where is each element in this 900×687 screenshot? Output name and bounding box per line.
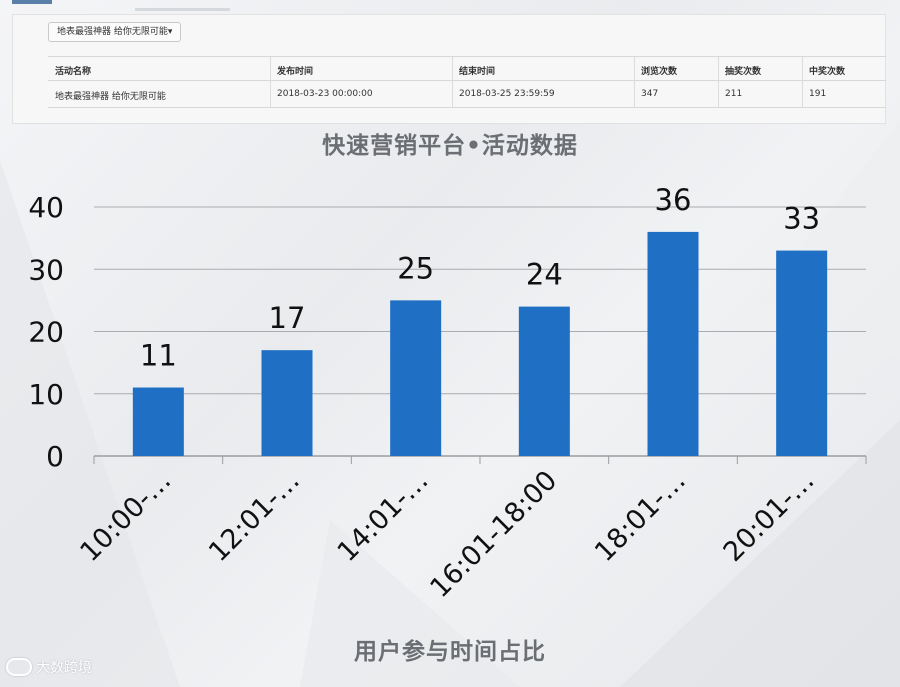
activity-select-dropdown[interactable]: 地表最强神器 给你无限可能▾	[48, 22, 182, 42]
data-label: 25	[397, 251, 434, 285]
table-col-sep	[634, 57, 635, 107]
tab-indicator	[135, 8, 230, 11]
bar	[776, 250, 828, 456]
x-tick-label: 18:01-…	[589, 465, 692, 568]
bar	[390, 300, 442, 456]
table-divider-top	[48, 56, 886, 57]
table-header-views: 浏览次数	[641, 67, 678, 77]
table-col-sep	[452, 57, 453, 107]
table-cell-publish-time: 2018-03-23 00:00:00	[277, 89, 373, 99]
table-cell-name: 地表最强神器 给你无限可能	[55, 92, 166, 102]
table-cell-views: 347	[641, 89, 659, 99]
x-tick-label: 16:01-18:00	[424, 465, 563, 604]
data-label: 33	[783, 202, 820, 236]
table-header-name: 活动名称	[55, 67, 92, 77]
bar	[132, 387, 184, 456]
table-cell-end-time: 2018-03-25 23:59:59	[459, 89, 555, 99]
table-col-sep	[270, 57, 271, 107]
x-tick-label: 12:01-…	[203, 465, 306, 568]
data-label: 24	[526, 258, 563, 292]
bar	[518, 306, 570, 456]
table-cell-draws: 211	[725, 89, 743, 99]
y-tick-label: 40	[28, 191, 64, 224]
table-cell-wins: 191	[809, 89, 827, 99]
table-header-draws: 抽奖次数	[725, 67, 762, 77]
table-divider-bottom	[48, 107, 886, 108]
table-col-sep	[802, 57, 803, 107]
active-tab-indicator	[12, 0, 52, 4]
table-header-wins: 中奖次数	[809, 67, 846, 77]
table-header-publish-time: 发布时间	[277, 67, 314, 77]
chart-title: 快速营销平台•活动数据	[322, 133, 578, 159]
x-tick-label: 10:00-…	[74, 465, 177, 568]
y-tick-label: 10	[28, 378, 64, 411]
bar	[261, 350, 313, 456]
table-divider-mid	[48, 80, 886, 81]
data-label: 17	[269, 301, 306, 335]
x-tick-label: 20:01-…	[718, 465, 821, 568]
x-tick-label: 14:01-…	[332, 465, 435, 568]
watermark-logo-icon	[6, 658, 32, 676]
data-label: 36	[655, 183, 692, 217]
watermark: 大数跨境	[6, 657, 92, 677]
watermark-text: 大数跨境	[36, 660, 92, 676]
data-label: 11	[140, 339, 177, 373]
y-tick-label: 30	[28, 253, 64, 286]
table-col-sep	[718, 57, 719, 107]
table-header-end-time: 结束时间	[459, 67, 496, 77]
chart-xlabel: 用户参与时间占比	[354, 639, 546, 665]
bar	[647, 231, 699, 456]
y-tick-label: 20	[28, 316, 64, 349]
y-tick-label: 0	[46, 440, 64, 473]
